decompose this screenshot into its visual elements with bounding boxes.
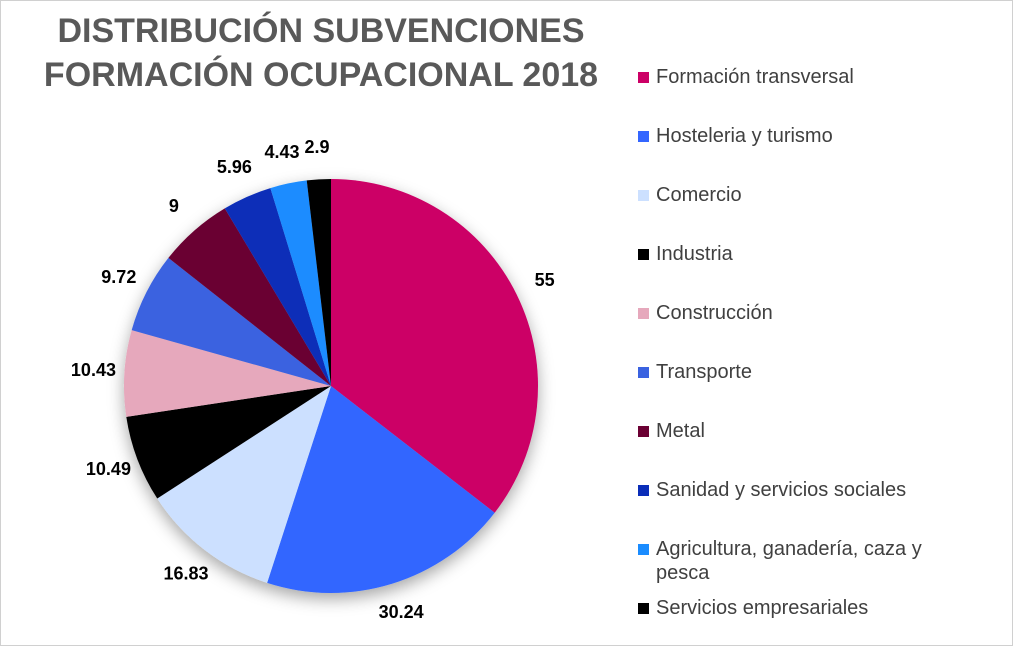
legend-label: Comercio [656, 184, 742, 206]
data-label: 9.72 [101, 267, 136, 287]
pie-slice [270, 180, 331, 386]
legend-swatch [638, 603, 649, 614]
legend-label: Formación transversal [656, 66, 854, 88]
legend: Formación transversal Hosteleria y turism… [638, 65, 978, 655]
legend-label: Transporte [656, 361, 752, 383]
data-label: 10.43 [71, 360, 116, 380]
data-label: 10.49 [86, 459, 131, 479]
legend-label: Hosteleria y turismo [656, 125, 833, 147]
legend-swatch [638, 72, 649, 83]
pie-slice [131, 257, 331, 386]
legend-item: Hosteleria y turismo [638, 124, 978, 183]
legend-label: Agricultura, ganadería, caza y pesca [656, 538, 922, 584]
pie-slice [124, 330, 332, 417]
data-label: 5.96 [217, 157, 252, 177]
legend-item: Sanidad y servicios sociales [638, 478, 978, 537]
pie-slice [168, 208, 331, 386]
pie-slice [331, 179, 538, 513]
legend-swatch [638, 426, 649, 437]
pie-slice [157, 386, 331, 583]
legend-item: Construcción [638, 301, 978, 360]
legend-label: Industria [656, 243, 733, 265]
legend-swatch [638, 367, 649, 378]
legend-item: Industria [638, 242, 978, 301]
legend-item: Metal [638, 419, 978, 478]
legend-swatch [638, 308, 649, 319]
legend-swatch [638, 485, 649, 496]
legend-item: Comercio [638, 183, 978, 242]
legend-item: Agricultura, ganadería, caza y pesca [638, 537, 978, 596]
legend-swatch [638, 544, 649, 555]
data-label: 9 [169, 196, 179, 216]
legend-label: Sanidad y servicios sociales [656, 479, 907, 501]
data-label: 55 [535, 270, 555, 290]
legend-label: Servicios empresariales [656, 597, 869, 619]
pie-slice [126, 386, 331, 499]
pie-slice [306, 179, 331, 386]
legend-item: Formación transversal [638, 65, 978, 124]
legend-label: Metal [656, 420, 705, 442]
legend-swatch [638, 190, 649, 201]
data-label: 2.9 [305, 137, 330, 157]
data-label: 4.43 [264, 142, 299, 162]
pie [124, 179, 538, 593]
legend-swatch [638, 131, 649, 142]
legend-label: Construcción [656, 302, 773, 324]
pie-slice [267, 386, 495, 593]
legend-swatch [638, 249, 649, 260]
data-label: 16.83 [164, 564, 209, 584]
legend-item: Transporte [638, 360, 978, 419]
pie-slice [224, 188, 331, 386]
legend-item: Servicios empresariales [638, 596, 978, 655]
chart-title: DISTRIBUCIÓN SUBVENCIONES FORMACIÓN OCUP… [43, 12, 599, 94]
data-label: 30.24 [379, 602, 424, 622]
